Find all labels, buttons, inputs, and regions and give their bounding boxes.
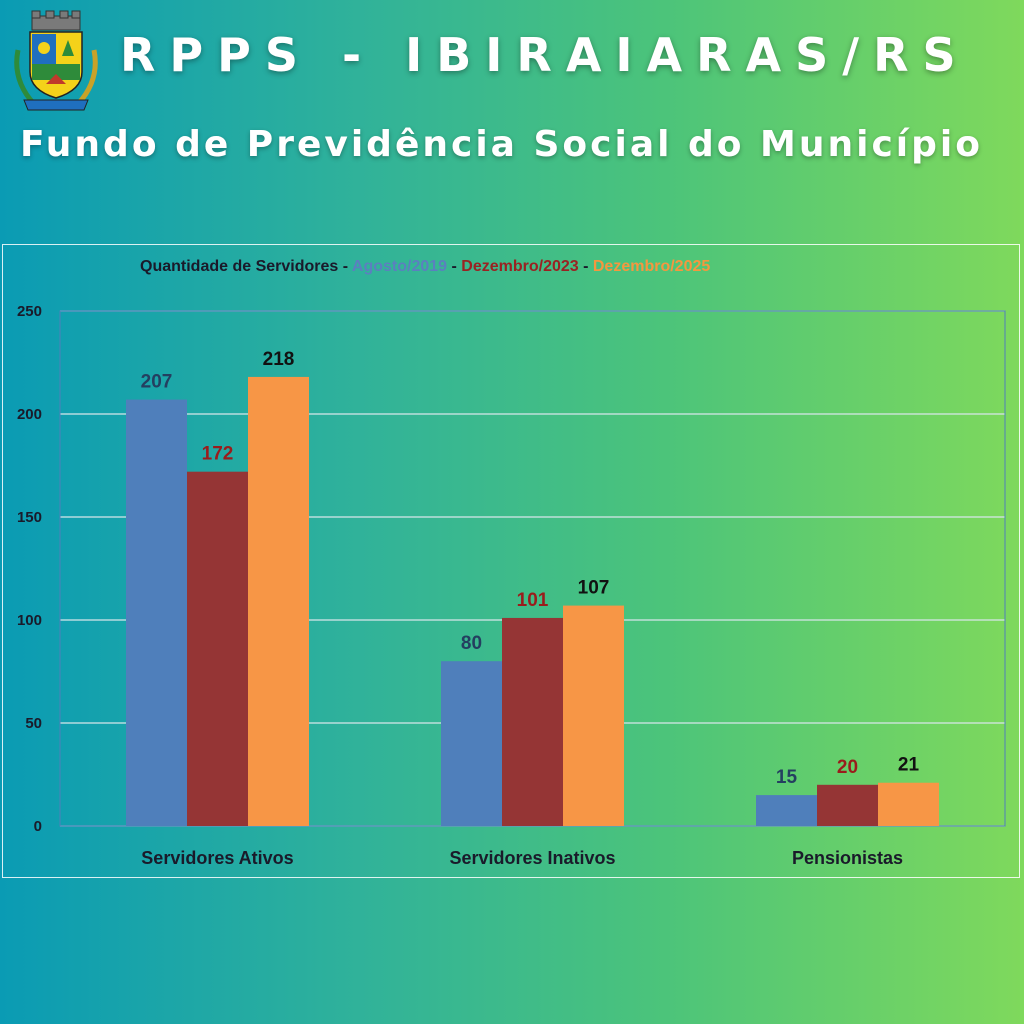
bar: [441, 661, 502, 826]
y-tick-label: 100: [17, 612, 42, 629]
page-subtitle: Fundo de Previdência Social do Município: [20, 124, 983, 165]
y-tick-label: 150: [17, 509, 42, 526]
x-tick-label: Pensionistas: [792, 848, 903, 868]
data-label: 207: [141, 372, 173, 393]
bar: [563, 605, 624, 826]
data-label: 80: [461, 633, 482, 654]
legend-series-2: Dezembro/2023: [461, 258, 579, 275]
chart-bars: [126, 376, 939, 826]
data-label: 218: [263, 349, 295, 370]
bar: [817, 784, 878, 826]
y-tick-label: 0: [34, 818, 42, 835]
y-axis-tick-labels: 0 50 100 150 200 250: [17, 303, 42, 835]
data-label: 21: [898, 755, 920, 776]
bar: [878, 782, 939, 826]
chart-title-separator: -: [578, 258, 593, 275]
x-tick-label: Servidores Ativos: [141, 848, 293, 868]
bar: [248, 376, 309, 826]
data-label: 20: [837, 757, 858, 778]
chart-title-separator: -: [447, 258, 462, 275]
bar: [126, 399, 187, 826]
y-tick-label: 250: [17, 303, 42, 320]
data-label: 101: [517, 590, 549, 611]
x-axis-tick-labels: Servidores Ativos Servidores Inativos Pens…: [141, 848, 903, 868]
legend-series-1: Agosto/2019: [351, 258, 448, 275]
legend-series-3: Dezembro/2025: [592, 258, 711, 275]
data-label: 172: [202, 444, 234, 465]
y-tick-label: 50: [25, 715, 42, 732]
chart-title-separator: -: [338, 258, 352, 275]
page-title: RPPS - IBIRAIARAS/RS: [120, 28, 970, 82]
x-tick-label: Servidores Inativos: [449, 848, 615, 868]
chart-frame: [2, 244, 1020, 878]
bar: [756, 795, 817, 826]
data-label: 15: [776, 767, 798, 788]
bar: [502, 617, 563, 826]
data-label: 107: [578, 578, 610, 599]
chart-data-labels: 207 172 218 80 101 107 15 20 21: [141, 349, 920, 788]
municipal-crest-icon: [10, 10, 102, 114]
chart-title: Quantidade de Servidores - Agosto/2019 -…: [140, 258, 710, 276]
bar: [187, 471, 248, 826]
y-tick-label: 200: [17, 406, 42, 423]
chart-title-prefix: Quantidade de Servidores: [140, 258, 339, 275]
